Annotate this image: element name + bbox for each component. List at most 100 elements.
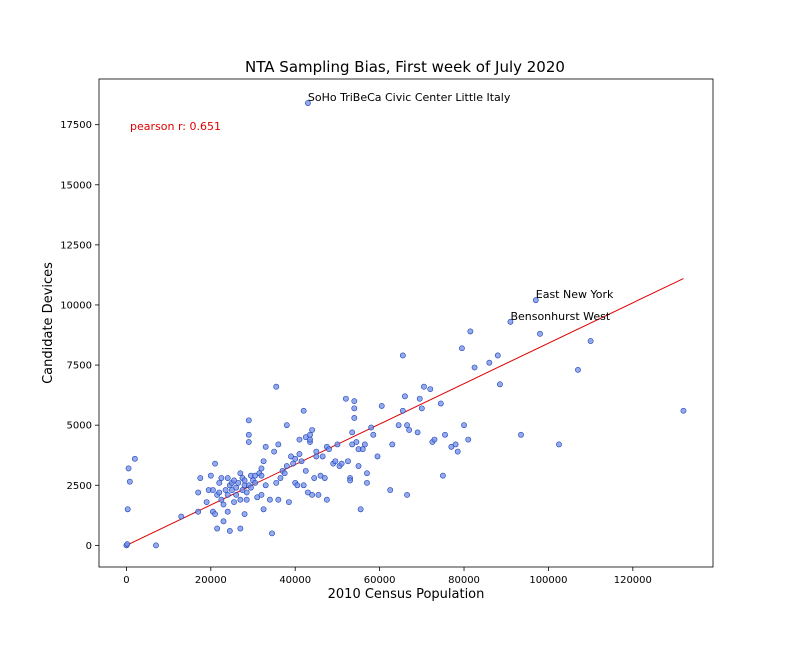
x-tick-label: 0 [123, 575, 129, 586]
data-point [507, 318, 514, 325]
data-point [237, 470, 244, 477]
data-point [302, 467, 309, 474]
x-axis-title: 2010 Census Population [328, 587, 485, 602]
data-point [252, 479, 259, 486]
data-point [387, 487, 394, 493]
data-point [459, 345, 465, 352]
data-point [292, 455, 299, 462]
x-tick-label: 40000 [279, 575, 311, 586]
data-point [224, 475, 231, 481]
data-point [262, 482, 269, 489]
data-point [153, 542, 159, 549]
data-point [296, 451, 303, 457]
y-tick-label: 2500 [67, 481, 92, 492]
data-point [307, 436, 313, 443]
data-point [258, 472, 265, 479]
y-axis: 0 2500 5000 7500 10000 12500 15000 17500 [60, 120, 99, 552]
data-point [494, 352, 501, 359]
data-point [218, 496, 225, 503]
data-point [269, 530, 275, 537]
data-point [421, 383, 427, 390]
data-point [440, 472, 446, 479]
y-tick-label: 7500 [67, 361, 92, 372]
data-point [218, 475, 225, 481]
data-point [283, 463, 290, 469]
data-point [406, 427, 413, 433]
data-point [359, 446, 366, 453]
data-point [454, 448, 461, 455]
x-tick-label: 20000 [195, 575, 227, 586]
chart-title: NTA Sampling Bias, First week of July 20… [245, 58, 565, 76]
data-point [248, 484, 254, 491]
data-point [260, 506, 267, 513]
point-annotation: SoHo TriBeCa Civic Center Little Italy [308, 91, 511, 104]
data-point [224, 508, 231, 515]
data-point [300, 482, 307, 489]
data-point [195, 508, 202, 515]
data-point [587, 338, 594, 344]
y-tick-label: 15000 [60, 180, 92, 191]
data-point [214, 525, 221, 532]
data-point [271, 448, 278, 455]
pearson-annotation: pearson r: 0.651 [130, 120, 221, 133]
data-point [442, 431, 448, 438]
data-point [210, 487, 216, 493]
data-point [364, 479, 370, 486]
data-point [349, 429, 356, 436]
data-point [418, 405, 425, 412]
data-point [680, 407, 687, 414]
data-point [243, 489, 250, 496]
data-point [368, 424, 375, 431]
data-point [226, 528, 233, 534]
data-point [313, 448, 320, 455]
data-point [321, 475, 328, 481]
x-axis: 0 20000 40000 60000 80000 100000 120000 [123, 567, 652, 586]
data-point [404, 422, 410, 429]
data-point [273, 383, 280, 390]
data-point [351, 415, 358, 421]
data-point [427, 386, 434, 393]
data-point [131, 455, 138, 462]
point-annotation: East New York [536, 288, 614, 301]
data-point [216, 489, 223, 496]
data-point [207, 472, 214, 479]
y-tick-label: 5000 [67, 421, 92, 432]
data-point [309, 427, 316, 433]
data-point [437, 400, 444, 407]
y-tick-label: 0 [86, 541, 92, 552]
data-point [212, 460, 218, 467]
plot-frame [98, 78, 714, 568]
data-point [357, 506, 364, 513]
x-tick-label: 100000 [529, 575, 567, 586]
data-point [220, 501, 227, 508]
data-point [395, 422, 402, 429]
data-point [338, 460, 345, 467]
data-point [195, 489, 202, 496]
data-point [374, 453, 381, 460]
data-point [273, 479, 280, 486]
data-point [315, 491, 322, 498]
data-point [364, 470, 370, 477]
data-point [231, 499, 237, 505]
data-point [402, 393, 408, 400]
point-annotation: Benson­hurst West [510, 310, 610, 323]
data-point [309, 491, 316, 498]
data-point [431, 436, 438, 443]
data-point [399, 407, 406, 414]
data-point [496, 381, 503, 388]
data-point [290, 460, 297, 467]
data-point [370, 431, 377, 438]
data-point [216, 479, 223, 486]
data-point [465, 436, 472, 443]
data-point [404, 491, 410, 498]
data-point [399, 352, 406, 359]
data-point [281, 470, 288, 477]
data-point [389, 441, 396, 448]
data-point [233, 484, 240, 491]
data-point [323, 496, 330, 503]
data-point [537, 330, 543, 337]
data-point [124, 506, 131, 513]
data-point [262, 443, 269, 450]
data-point [224, 491, 231, 498]
